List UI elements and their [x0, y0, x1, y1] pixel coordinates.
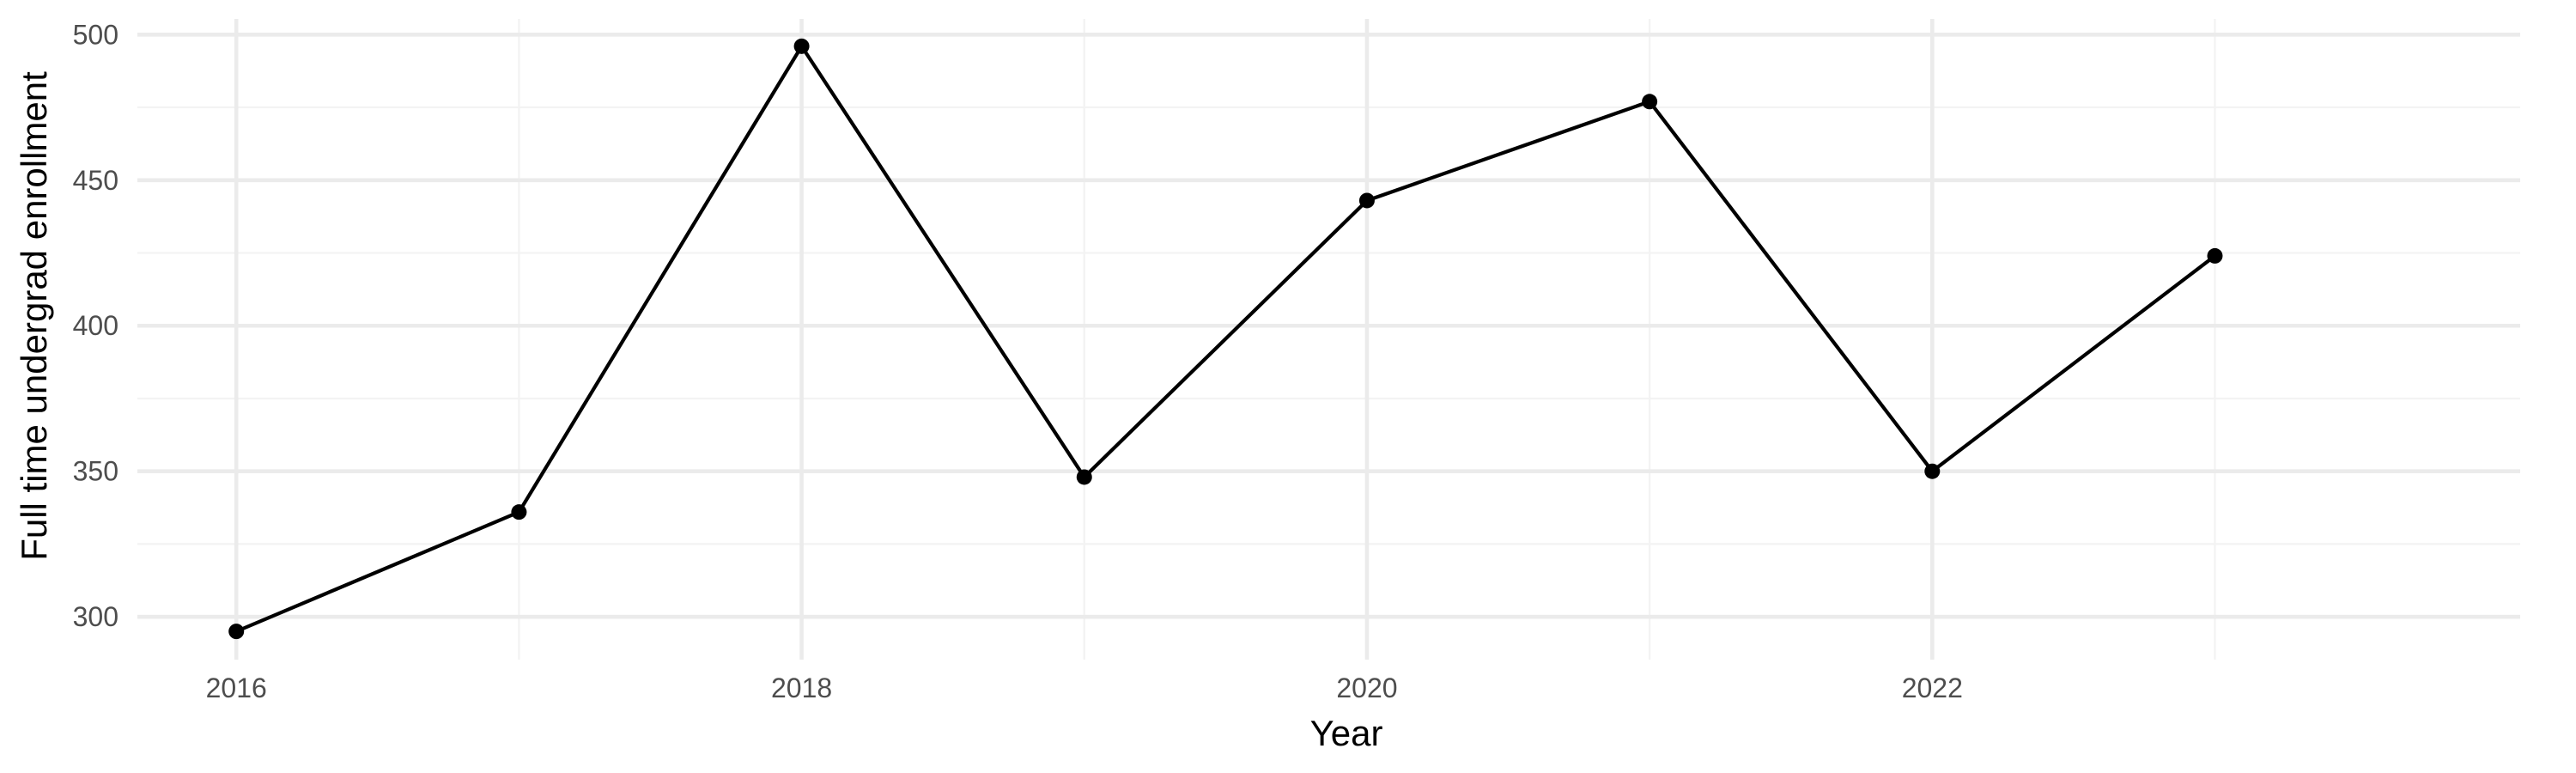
data-point: [1642, 94, 1658, 110]
x-tick-label: 2020: [1336, 673, 1397, 703]
data-point: [2207, 247, 2223, 264]
y-axis-title: Full time undergrad enrollment: [14, 71, 54, 561]
minor-gridlines: [137, 19, 2520, 660]
data-point: [1924, 463, 1941, 479]
y-tick-label: 400: [73, 310, 118, 341]
data-point: [793, 38, 810, 54]
data-point: [511, 504, 527, 520]
data-point: [1358, 192, 1375, 209]
y-tick-label: 450: [73, 165, 118, 196]
data-point: [1076, 469, 1092, 485]
x-axis-tick-labels: 2016 2018 2020 2022: [206, 673, 1963, 703]
data-point: [228, 624, 245, 640]
y-tick-label: 300: [73, 601, 118, 632]
y-tick-label: 350: [73, 456, 118, 487]
x-axis-title: Year: [1310, 713, 1383, 753]
y-tick-label: 500: [73, 19, 118, 50]
y-axis-tick-labels: 300 350 400 450 500: [73, 19, 118, 632]
series-line: [234, 44, 2217, 634]
x-tick-label: 2022: [1902, 673, 1963, 703]
x-tick-label: 2018: [771, 673, 832, 703]
series-layer: [228, 38, 2223, 640]
x-tick-label: 2016: [206, 673, 267, 703]
